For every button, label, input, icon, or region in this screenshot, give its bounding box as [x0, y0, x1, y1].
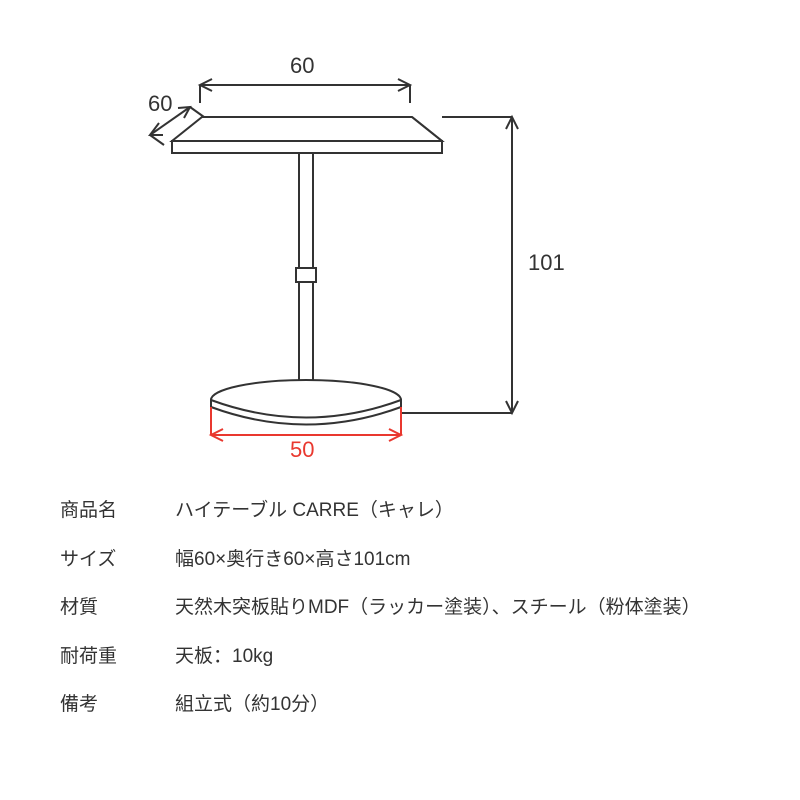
spec-label: 耐荷重 [60, 641, 175, 668]
spec-row: 耐荷重 天板：10kg [60, 641, 760, 672]
spec-value: 天然木突板貼りMDF（ラッカー塗装）、スチール（粉体塗装） [175, 594, 760, 623]
spec-label: 備考 [60, 689, 175, 716]
spec-row: サイズ 幅60×奥行き60×高さ101cm [60, 544, 760, 575]
dimension-top-depth: 60 [148, 91, 172, 117]
dimension-height: 101 [528, 250, 565, 276]
dimension-base-diameter: 50 [290, 437, 314, 463]
spec-value: 組立式（約10分） [175, 691, 760, 720]
dimension-top-width: 60 [290, 53, 314, 79]
spec-value: ハイテーブル CARRE（キャレ） [175, 497, 760, 526]
spec-table: 商品名 ハイテーブル CARRE（キャレ） サイズ 幅60×奥行き60×高さ10… [60, 495, 760, 738]
spec-value: 幅60×奥行き60×高さ101cm [175, 546, 760, 575]
spec-row: 備考 組立式（約10分） [60, 689, 760, 720]
spec-label: 材質 [60, 592, 175, 619]
spec-row: 材質 天然木突板貼りMDF（ラッカー塗装）、スチール（粉体塗装） [60, 592, 760, 623]
technical-diagram: 60 60 101 50 [130, 55, 610, 455]
spec-label: 商品名 [60, 495, 175, 522]
spec-label: サイズ [60, 544, 175, 571]
spec-row: 商品名 ハイテーブル CARRE（キャレ） [60, 495, 760, 526]
spec-value: 天板：10kg [175, 643, 760, 672]
